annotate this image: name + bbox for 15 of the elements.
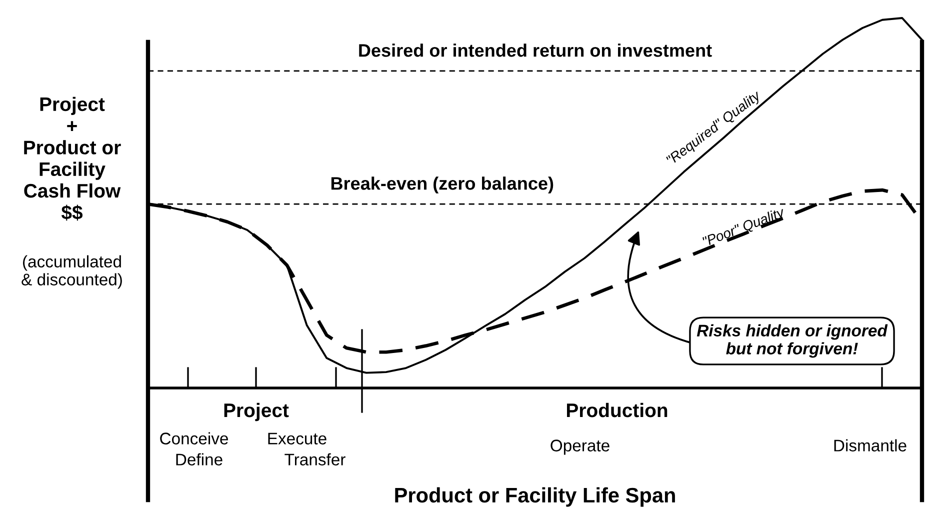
text: Production <box>566 402 668 418</box>
ref-line-label: Break-even (zero balance) <box>331 176 554 194</box>
text: Project <box>224 402 289 422</box>
text: Conceive <box>160 432 228 444</box>
text: Operate <box>550 440 610 455</box>
x-axis-title: Product or Facility Life Span <box>395 487 675 507</box>
y-axis-title: Project + Product or Facility Cash Flow $$ <box>24 96 121 221</box>
annotation: Risks hidden or ignored but not forgiven! <box>696 324 888 358</box>
text: "Poor" Quality <box>702 206 787 250</box>
text: (accumulated & discounted) <box>22 255 122 289</box>
text: Transfer <box>284 453 346 466</box>
text: Dismantle <box>834 439 906 452</box>
text: Define <box>176 453 222 466</box>
text: Execute <box>268 432 326 444</box>
ref-line-label: Desired or intended return on investment <box>359 44 712 57</box>
